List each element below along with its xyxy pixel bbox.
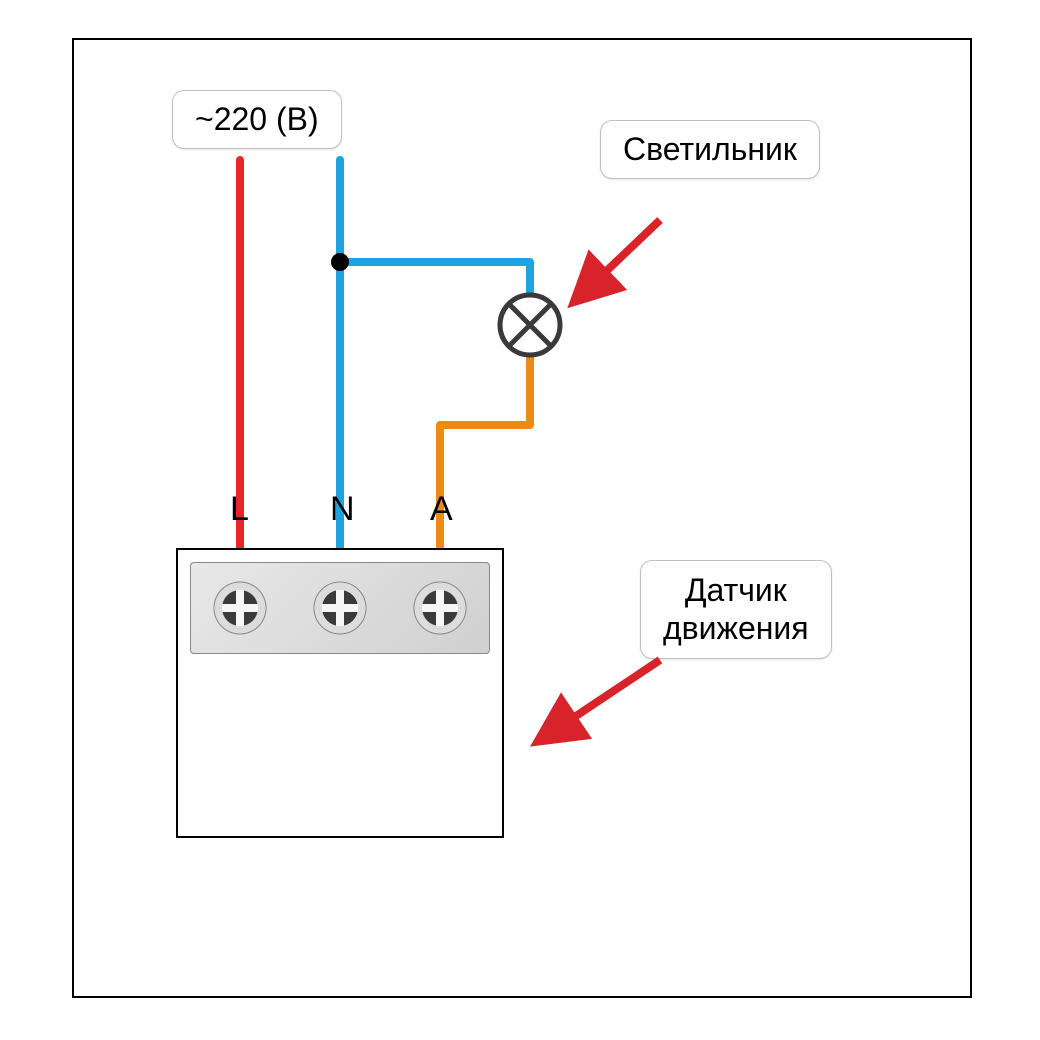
terminal-letter-n: N (330, 490, 355, 529)
wire-a (440, 355, 530, 568)
lamp-symbol (500, 295, 560, 355)
arrow-to-sensor (540, 660, 660, 740)
terminal-screw-a (412, 580, 468, 636)
terminal-screw-n (312, 580, 368, 636)
terminal-n-text: N (330, 490, 355, 528)
wiring-diagram (0, 0, 1040, 1040)
junction-dot (331, 253, 349, 271)
arrow-to-lamp (576, 220, 660, 300)
terminal-l-text: L (230, 490, 249, 528)
terminal-screw-l (212, 580, 268, 636)
terminal-letter-a: A (430, 490, 453, 529)
terminal-letter-l: L (230, 490, 249, 529)
wire-n-branch (340, 262, 530, 295)
terminal-a-text: A (430, 490, 453, 528)
